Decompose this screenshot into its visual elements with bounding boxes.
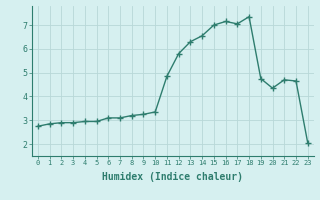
- X-axis label: Humidex (Indice chaleur): Humidex (Indice chaleur): [102, 172, 243, 182]
